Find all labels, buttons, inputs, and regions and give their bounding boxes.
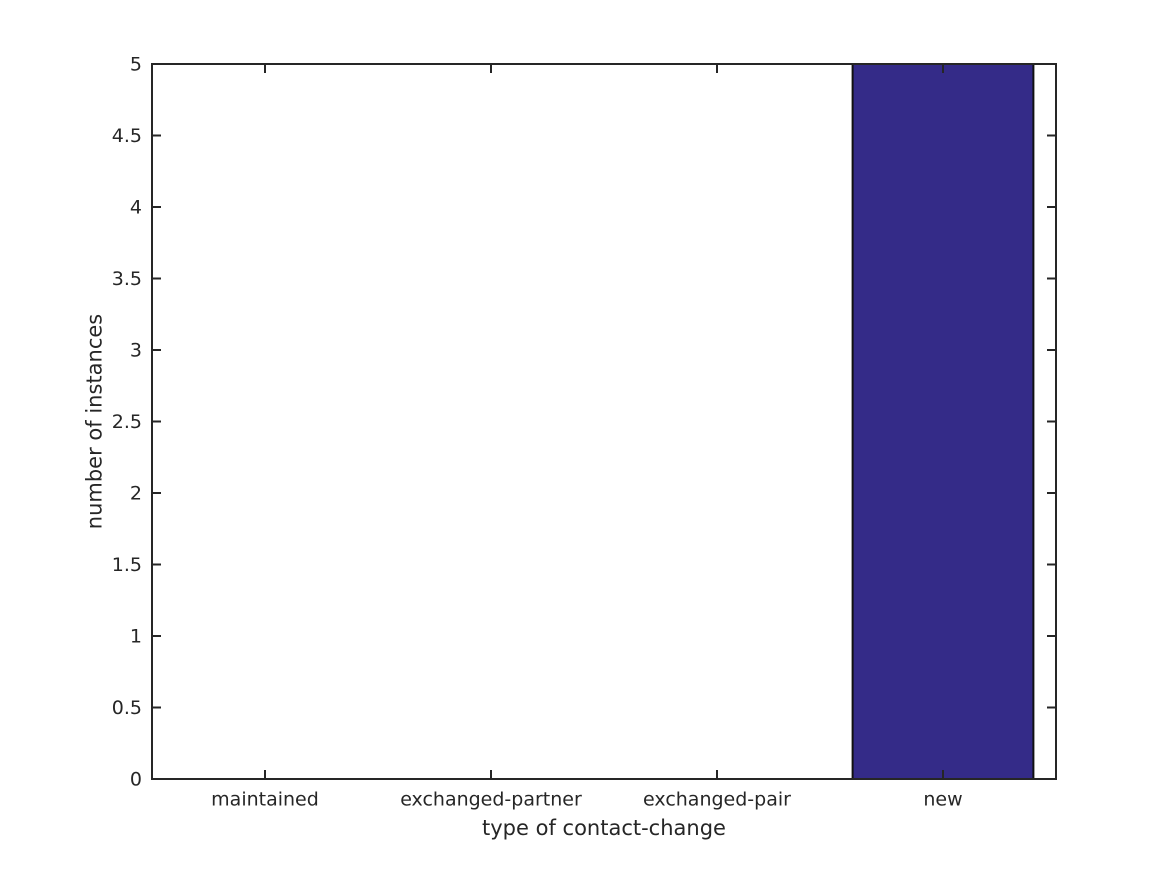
y-tick-label: 0.5 xyxy=(112,697,142,719)
y-tick-label: 1.5 xyxy=(112,554,142,576)
y-tick-label: 2.5 xyxy=(112,411,142,433)
y-tick-label: 3.5 xyxy=(112,268,142,290)
y-tick-label: 4 xyxy=(130,197,142,219)
x-tick-label: maintained xyxy=(211,789,319,811)
x-tick-label: exchanged-pair xyxy=(643,789,791,811)
y-tick-label: 0 xyxy=(130,769,142,791)
x-tick-label: new xyxy=(923,789,962,811)
y-tick-label: 5 xyxy=(130,54,142,76)
y-tick-label: 2 xyxy=(130,483,142,505)
y-axis-label: number of instances xyxy=(82,314,106,529)
y-tick-label: 1 xyxy=(130,626,142,648)
y-tick-label: 3 xyxy=(130,340,142,362)
x-axis-label: type of contact-change xyxy=(482,816,726,840)
x-tick-label: exchanged-partner xyxy=(400,789,582,811)
bar-new xyxy=(851,63,1035,780)
y-tick-label: 4.5 xyxy=(112,125,142,147)
